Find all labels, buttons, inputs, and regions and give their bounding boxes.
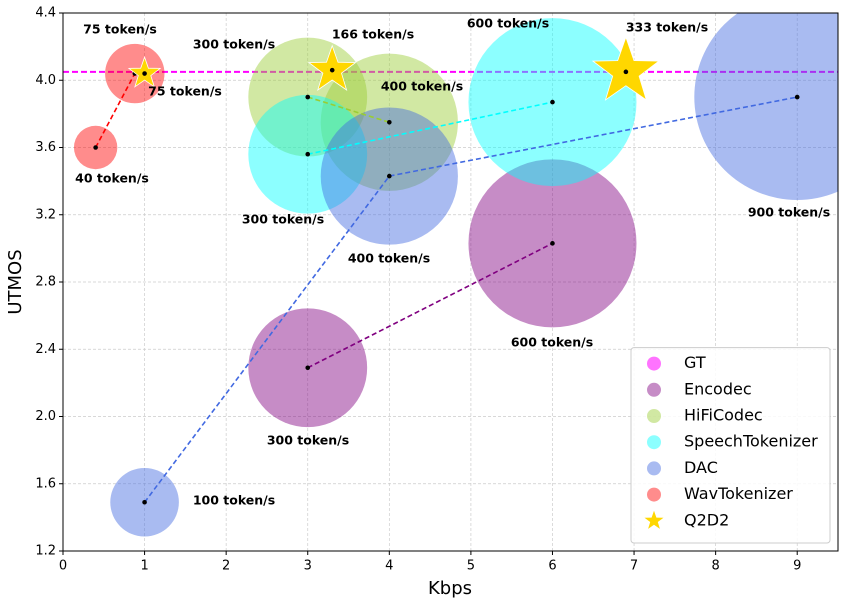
point xyxy=(623,69,629,75)
series-line xyxy=(307,96,390,124)
point xyxy=(305,151,311,157)
legend-marker xyxy=(647,461,661,476)
series-line xyxy=(307,101,553,156)
y-tick-label: 1.2 xyxy=(35,544,56,559)
bubble-label: 75 token/s xyxy=(83,22,157,37)
x-tick-label: 0 xyxy=(59,559,67,574)
bubble-label: 100 token/s xyxy=(193,493,275,508)
point xyxy=(387,119,392,125)
y-tick-label: 3.2 xyxy=(35,207,56,222)
legend-marker xyxy=(647,356,661,371)
x-axis-label: Kbps xyxy=(428,578,472,599)
y-axis-label: UTMOS xyxy=(5,249,26,314)
bubble-label: 300 token/s xyxy=(242,212,324,227)
y-tick-label: 2.8 xyxy=(35,275,56,290)
series-line xyxy=(307,242,553,369)
point xyxy=(329,67,335,73)
y-tick-label: 4.0 xyxy=(35,73,56,88)
bubble-label: 400 token/s xyxy=(381,79,463,94)
legend-marker xyxy=(644,510,664,529)
star-marker xyxy=(591,35,661,101)
point xyxy=(387,173,392,179)
y-tick-label: 2.0 xyxy=(35,409,56,424)
x-tick-label: 4 xyxy=(385,559,393,574)
bubble-label: 300 token/s xyxy=(193,37,275,52)
legend-label: WavTokenizer xyxy=(684,484,793,503)
legend-label: GT xyxy=(684,353,706,372)
bubble-label: 333 token/s xyxy=(626,20,708,35)
plot-frame xyxy=(62,12,839,552)
x-tick-label: 3 xyxy=(304,559,312,574)
bubble xyxy=(694,13,838,200)
legend-marker xyxy=(647,382,661,397)
x-tick-label: 8 xyxy=(711,559,719,574)
point xyxy=(142,71,147,76)
bubble-label: 400 token/s xyxy=(348,251,430,266)
x-tick-label: 6 xyxy=(548,559,556,574)
point xyxy=(305,365,311,371)
bubble-label: 40 token/s xyxy=(75,171,149,186)
point xyxy=(142,499,147,505)
y-tick-label: 1.6 xyxy=(35,476,56,491)
bubble-label: 600 token/s xyxy=(511,335,593,350)
x-tick-label: 9 xyxy=(793,559,801,574)
point xyxy=(794,94,800,100)
y-tick-label: 2.4 xyxy=(35,342,56,357)
star-marker xyxy=(307,44,357,91)
x-tick-label: 5 xyxy=(467,559,475,574)
y-tick-label: 3.6 xyxy=(35,140,56,155)
series-line xyxy=(143,96,798,503)
legend-label: Encodec xyxy=(684,379,752,398)
legend-marker xyxy=(647,435,661,450)
legend-box xyxy=(630,347,831,544)
y-tick-label: 4.4 xyxy=(35,6,56,21)
point xyxy=(550,241,555,246)
bubble-label: 300 token/s xyxy=(267,433,349,448)
bubble-label: 900 token/s xyxy=(748,205,830,220)
legend-marker xyxy=(647,487,661,502)
legend-marker xyxy=(647,409,661,423)
series-line xyxy=(94,73,136,148)
bubble-label: 75 token/s xyxy=(148,84,222,99)
bubble-label: 166 token/s xyxy=(332,27,414,42)
x-tick-label: 1 xyxy=(140,559,148,574)
legend-label: SpeechTokenizer xyxy=(684,432,818,451)
point xyxy=(305,94,311,100)
x-tick-label: 2 xyxy=(222,559,230,574)
legend-label: Q2D2 xyxy=(684,510,729,529)
point xyxy=(93,145,98,150)
plot-area xyxy=(63,13,838,537)
bubble-label: 600 token/s xyxy=(467,16,549,31)
point xyxy=(550,99,555,105)
legend-label: DAC xyxy=(684,458,718,477)
x-tick-label: 7 xyxy=(630,559,638,574)
legend-label: HiFiCodec xyxy=(684,406,763,425)
